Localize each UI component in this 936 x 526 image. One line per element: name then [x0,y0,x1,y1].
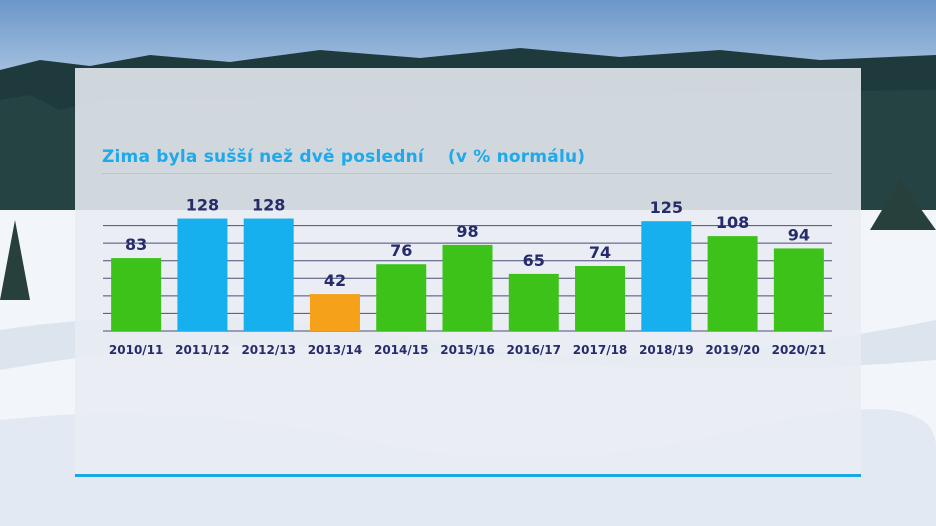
bar-chart: 83 2010/11 128 2011/12 128 2012/13 42 2013/14 76… [103,196,832,357]
category-label: 2012/13 [241,343,295,357]
chart-panel: Zima byla sušší než dvě poslední (v % nor… [75,68,861,477]
bar-2010-11 [111,258,162,331]
bar-2019-20 [707,236,758,331]
category-label: 2020/21 [772,343,826,357]
chart-title-text: Zima byla sušší než dvě poslední [102,147,424,167]
bar-2013-14 [309,294,360,331]
bar-2014-15 [376,264,427,331]
category-label: 2016/17 [507,343,561,357]
bar-2016-17 [508,273,559,331]
bar-2018-19 [641,221,692,331]
value-label: 76 [390,241,412,260]
bar-2012-13 [243,218,294,331]
bar-2015-16 [442,244,493,331]
value-label: 108 [716,213,749,232]
value-label: 128 [252,196,285,215]
bar-2020-21 [773,248,824,331]
value-label: 94 [788,225,810,244]
category-label: 2015/16 [440,343,494,357]
title-underline [102,173,832,174]
value-label: 42 [324,271,346,290]
category-label: 2011/12 [175,343,229,357]
value-label: 128 [186,196,219,215]
value-label: 83 [125,235,147,254]
category-label: 2019/20 [705,343,759,357]
category-label: 2013/14 [308,343,362,357]
category-label: 2018/19 [639,343,693,357]
chart-title: Zima byla sušší než dvě poslední (v % nor… [102,147,585,167]
bar-2011-12 [177,218,228,331]
bar-2017-18 [575,265,626,331]
category-label: 2017/18 [573,343,627,357]
category-label: 2010/11 [109,343,163,357]
value-label: 74 [589,243,611,262]
chart-subtitle: (v % normálu) [447,147,586,167]
value-label: 125 [650,198,683,217]
value-label: 65 [523,251,545,270]
category-label: 2014/15 [374,343,428,357]
value-label: 98 [456,222,478,241]
